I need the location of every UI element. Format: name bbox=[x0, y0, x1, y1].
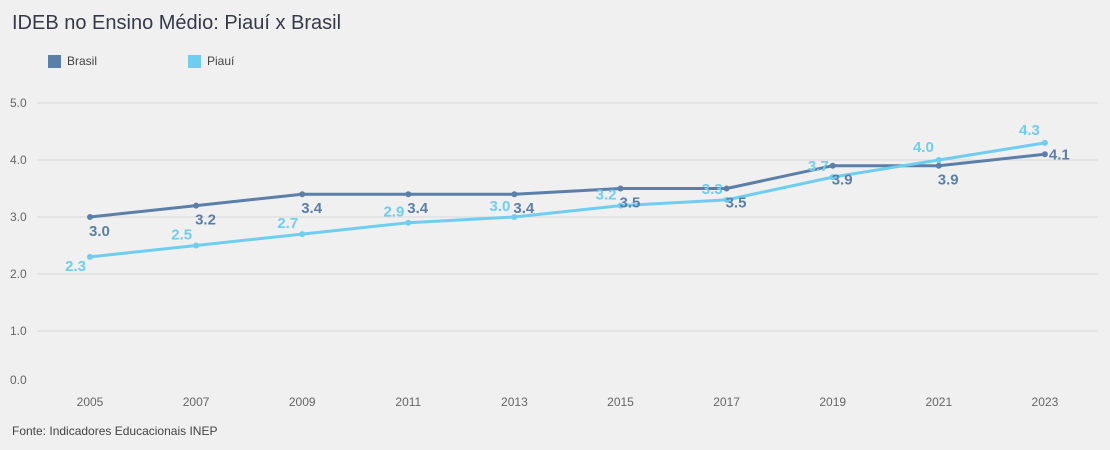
data-label-brasil: 3.9 bbox=[832, 172, 853, 189]
legend-label-brasil: Brasil bbox=[67, 54, 98, 68]
y-tick-label: 0.0 bbox=[10, 373, 27, 387]
data-label-piaui: 2.9 bbox=[383, 204, 404, 221]
x-tick-label: 2007 bbox=[183, 395, 210, 409]
x-tick-label: 2013 bbox=[501, 395, 528, 409]
data-point-brasil bbox=[193, 202, 200, 209]
legend-swatch-piaui bbox=[188, 54, 201, 68]
data-point-brasil bbox=[935, 162, 942, 169]
legend-label-piaui: Piauí bbox=[207, 54, 235, 68]
data-label-brasil: 3.4 bbox=[301, 200, 323, 217]
x-tick-label: 2011 bbox=[395, 395, 421, 409]
data-label-piaui: 3.7 bbox=[808, 158, 829, 175]
data-point-piaui bbox=[405, 219, 412, 226]
y-tick-label: 2.0 bbox=[10, 267, 27, 281]
data-label-brasil: 3.4 bbox=[513, 200, 535, 217]
data-label-brasil: 3.5 bbox=[620, 195, 641, 212]
data-point-piaui bbox=[1041, 139, 1048, 146]
data-point-piaui bbox=[829, 174, 836, 181]
data-point-brasil bbox=[617, 185, 624, 192]
x-tick-label: 2017 bbox=[713, 395, 740, 409]
data-label-piaui: 2.7 bbox=[277, 215, 298, 232]
data-label-brasil: 3.9 bbox=[938, 172, 959, 189]
data-point-brasil bbox=[299, 191, 306, 198]
x-tick-label: 2015 bbox=[607, 395, 634, 409]
x-tick-label: 2021 bbox=[925, 395, 952, 409]
data-point-piaui bbox=[193, 242, 200, 249]
data-label-piaui: 4.3 bbox=[1019, 122, 1040, 139]
x-tick-label: 2023 bbox=[1032, 395, 1059, 409]
data-label-piaui: 2.3 bbox=[65, 258, 86, 275]
data-label-brasil: 3.5 bbox=[726, 195, 747, 212]
data-point-brasil bbox=[723, 185, 730, 192]
series-line-brasil bbox=[89, 152, 1046, 219]
data-label-piaui: 3.0 bbox=[490, 198, 511, 215]
y-tick-label: 4.0 bbox=[10, 153, 27, 167]
y-tick-label: 3.0 bbox=[10, 210, 27, 224]
y-tick-label: 5.0 bbox=[10, 96, 27, 110]
data-point-brasil bbox=[829, 162, 836, 169]
data-point-brasil bbox=[87, 214, 93, 220]
y-tick-label: 1.0 bbox=[10, 324, 27, 338]
chart-title: IDEB no Ensino Médio: Piauí x Brasil bbox=[12, 12, 342, 34]
x-tick-label: 2009 bbox=[289, 395, 316, 409]
data-point-brasil bbox=[405, 191, 412, 198]
series-line-piaui bbox=[89, 141, 1046, 259]
data-point-piaui bbox=[723, 196, 730, 203]
data-label-brasil: 4.1 bbox=[1049, 146, 1070, 163]
legend: Brasil Piauí bbox=[48, 54, 328, 68]
legend-item-piaui[interactable]: Piauí bbox=[188, 54, 328, 68]
data-label-piaui: 3.3 bbox=[702, 181, 723, 198]
data-point-piaui bbox=[87, 253, 93, 260]
source-note: Fonte: Indicadores Educacionais INEP bbox=[12, 424, 218, 438]
data-point-piaui bbox=[299, 231, 306, 238]
legend-swatch-brasil bbox=[48, 54, 61, 68]
data-point-brasil bbox=[1041, 151, 1048, 158]
data-point-piaui bbox=[511, 214, 518, 220]
data-point-piaui bbox=[617, 202, 624, 209]
data-label-piaui: 4.0 bbox=[913, 139, 934, 156]
data-label-piaui: 3.2 bbox=[596, 187, 617, 204]
x-tick-label: 2019 bbox=[819, 395, 846, 409]
x-tick-label: 2005 bbox=[77, 395, 104, 409]
data-label-piaui: 2.5 bbox=[171, 227, 192, 244]
data-point-brasil bbox=[511, 191, 518, 198]
data-label-brasil: 3.0 bbox=[89, 223, 110, 240]
data-label-brasil: 3.2 bbox=[195, 212, 216, 229]
data-point-piaui bbox=[935, 157, 942, 163]
legend-item-brasil[interactable]: Brasil bbox=[48, 54, 188, 68]
data-label-brasil: 3.4 bbox=[407, 200, 429, 217]
